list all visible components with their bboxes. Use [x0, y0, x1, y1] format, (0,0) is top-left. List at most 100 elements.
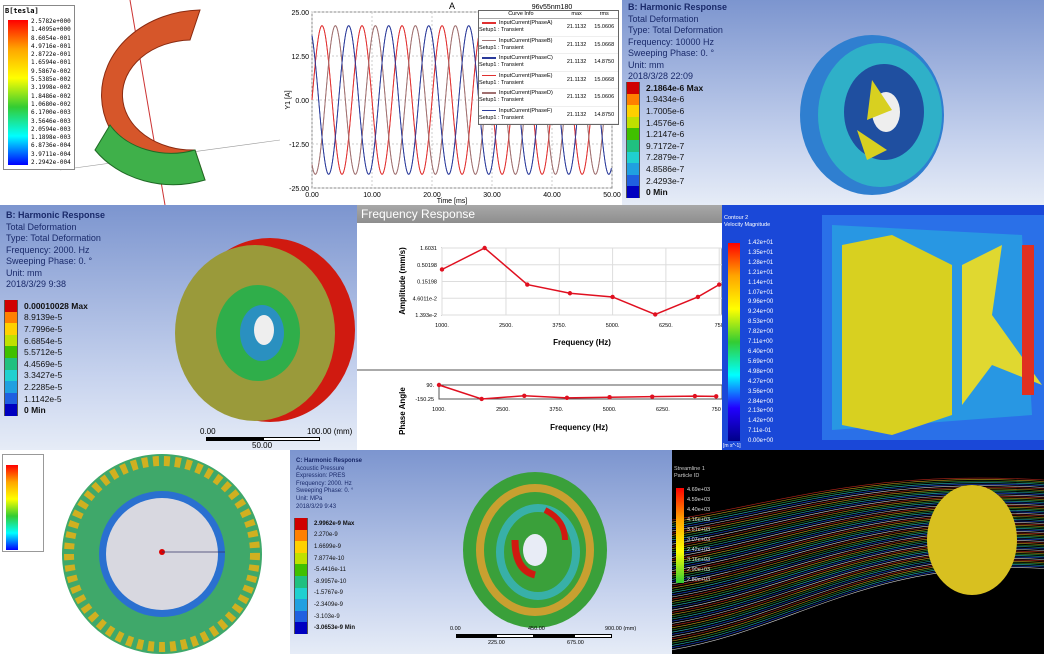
- curve-info-row[interactable]: InputCurrent(PhaseF) Setup1 : Transient 21…: [479, 107, 618, 124]
- result-info-line: Type: Total Deformation: [6, 233, 101, 243]
- legend-value: 1.2147e-6: [646, 129, 685, 140]
- legend-value: 2.80e+03: [687, 577, 711, 583]
- y-tick-label: 25.00: [291, 10, 309, 17]
- curve-source: Setup1 : Transient: [479, 27, 524, 34]
- x-tick-label: 0.00: [305, 192, 319, 199]
- legend-swatch: [294, 599, 308, 611]
- legend-value: 2.2285e-5: [24, 381, 63, 392]
- amplitude-point[interactable]: [482, 245, 487, 251]
- legend-value: 4.69e+03: [687, 487, 711, 493]
- legend-value: 3.56e+00: [748, 388, 774, 395]
- legend-value: 1.6699e-9: [314, 543, 342, 550]
- legend-value: 4.27e+00: [748, 378, 774, 385]
- legend-swatch: [626, 93, 640, 106]
- x-tick-label: 50.00: [603, 192, 621, 199]
- result-title: B: Harmonic Response: [6, 210, 106, 220]
- result-info-line: Expression: PRES: [296, 473, 346, 480]
- amplitude-point[interactable]: [610, 294, 615, 300]
- x-tick-label: 5000.: [606, 323, 620, 329]
- legend-value: 4.8586e-7: [646, 163, 685, 174]
- curve-color-swatch: [482, 109, 496, 112]
- frequency-response-title: Frequency Response: [357, 205, 722, 223]
- phase-point[interactable]: [522, 393, 527, 398]
- y-tick-label: 1.6031: [420, 246, 437, 252]
- streamline: [672, 485, 1044, 532]
- legend-value: 2.0594e-003: [31, 125, 71, 133]
- phase-point[interactable]: [564, 395, 570, 401]
- curve-name: InputCurrent(PhaseE): [499, 72, 553, 79]
- legend-swatch: [4, 404, 18, 416]
- legend-value: 3.5646e-003: [31, 117, 71, 125]
- x-axis-label: Frequency (Hz): [553, 338, 611, 347]
- curve-name: InputCurrent(PhaseB): [499, 37, 553, 44]
- legend-value: 2.9962e-9 Max: [314, 520, 355, 527]
- amplitude-point[interactable]: [439, 267, 445, 272]
- stator-colorbar: [6, 465, 18, 550]
- frequency-response-chart: 1.6031 0.50198 0.15198 4.6011e-2 1.393e-2 100…: [357, 245, 722, 435]
- phase-point[interactable]: [714, 394, 719, 399]
- legend-value: 4.59e+03: [687, 497, 711, 503]
- stator-ring-render: [62, 454, 262, 654]
- amplitude-point[interactable]: [525, 282, 530, 287]
- curve-info-row[interactable]: InputCurrent(PhaseD) Setup1 : Transient 21…: [479, 89, 618, 107]
- legend-swatch: [294, 541, 308, 553]
- legend-entry: 9.7172e-7: [626, 139, 703, 152]
- legend-value: -2.3409e-9: [314, 601, 344, 608]
- legend-swatch: [626, 174, 640, 187]
- frequency-response-panel: Frequency Response 1.6031 0.50198 0.15198 4…: [357, 205, 722, 450]
- legend-entry: 0.00010028 Max: [4, 300, 88, 312]
- curve-info-row[interactable]: InputCurrent(PhaseE) Setup1 : Transient 21…: [479, 72, 618, 89]
- amplitude-point[interactable]: [653, 312, 658, 317]
- legend-value: 7.7996e-5: [24, 323, 63, 334]
- legend-header-rms: rms: [599, 11, 609, 17]
- legend-swatch: [4, 392, 18, 405]
- gear-wheel-render: [800, 35, 944, 195]
- legend-value: 3.1998e-002: [31, 84, 71, 92]
- result-info-line: Frequency: 2000. Hz: [6, 244, 90, 255]
- result-info-line: Sweeping Phase: 0. °: [628, 48, 715, 58]
- legend-value: -5.4416e-11: [314, 567, 346, 574]
- legend-entry: 2.9962e-9 Max: [294, 518, 355, 530]
- phase-point[interactable]: [436, 382, 442, 388]
- y-tick-label: 1.393e-2: [415, 313, 437, 319]
- fan-body: [927, 485, 1017, 595]
- x-tick-label: 3750.: [549, 407, 563, 413]
- legend-value: 6.1700e-003: [31, 109, 71, 117]
- legend-value: 5.5385e-002: [31, 76, 71, 84]
- amplitude-point[interactable]: [717, 282, 722, 287]
- legend-entry: 1.9434e-6: [626, 93, 703, 106]
- curve-info-row[interactable]: InputCurrent(PhaseB) Setup1 : Transient 21…: [479, 37, 618, 54]
- phase-point[interactable]: [607, 395, 612, 400]
- curve-source: Setup1 : Transient: [479, 97, 524, 104]
- x-tick-label: 2500.: [496, 407, 510, 413]
- phase-point[interactable]: [479, 396, 484, 402]
- amplitude-point[interactable]: [695, 294, 701, 300]
- phase-point[interactable]: [692, 393, 698, 399]
- curve-source: Setup1 : Transient: [479, 114, 524, 121]
- legend-value: 8.6054e-001: [31, 34, 71, 42]
- x-tick-label: 750: [715, 323, 722, 329]
- acoustic-pressure-panel: C: Harmonic Response Acoustic Pressure Exp…: [290, 450, 672, 654]
- curve-info-row[interactable]: InputCurrent(PhaseC) Setup1 : Transient 21…: [479, 54, 618, 72]
- result-info-line: Sweeping Phase: 0. °: [6, 256, 93, 266]
- legend-entry: 0 Min: [4, 404, 88, 416]
- legend-value: 7.2879e-7: [646, 152, 685, 163]
- amplitude-point[interactable]: [567, 291, 573, 296]
- curve-info-row[interactable]: InputCurrent(PhaseA) Setup1 : Transient 21…: [479, 19, 618, 37]
- phase-point[interactable]: [650, 394, 655, 399]
- legend-entry: 4.8586e-7: [626, 163, 703, 175]
- curve-info-legend: Curve Info max rms InputCurrent(PhaseA) S…: [478, 10, 619, 125]
- legend-value: 1.42e+00: [748, 418, 774, 425]
- legend-value: 9.24e+00: [748, 309, 774, 316]
- curve-max: 21.1132: [566, 59, 587, 66]
- legend-value: 1.9434e-6: [646, 94, 685, 105]
- curve-max: 21.1132: [566, 76, 587, 83]
- result-info-line: Sweeping Phase: 0. °: [296, 488, 354, 495]
- legend-swatch: [626, 82, 640, 94]
- harmonic-response-2000hz-panel: B: Harmonic Response Total Deformation Typ…: [0, 205, 357, 450]
- legend-value: 7.11e-01: [748, 428, 772, 435]
- legend-swatch: [4, 346, 18, 358]
- legend-value: 1.1898e-003: [31, 134, 71, 142]
- legend-value: 3.07e+03: [687, 537, 711, 543]
- curve-rms: 15.0668: [594, 76, 615, 83]
